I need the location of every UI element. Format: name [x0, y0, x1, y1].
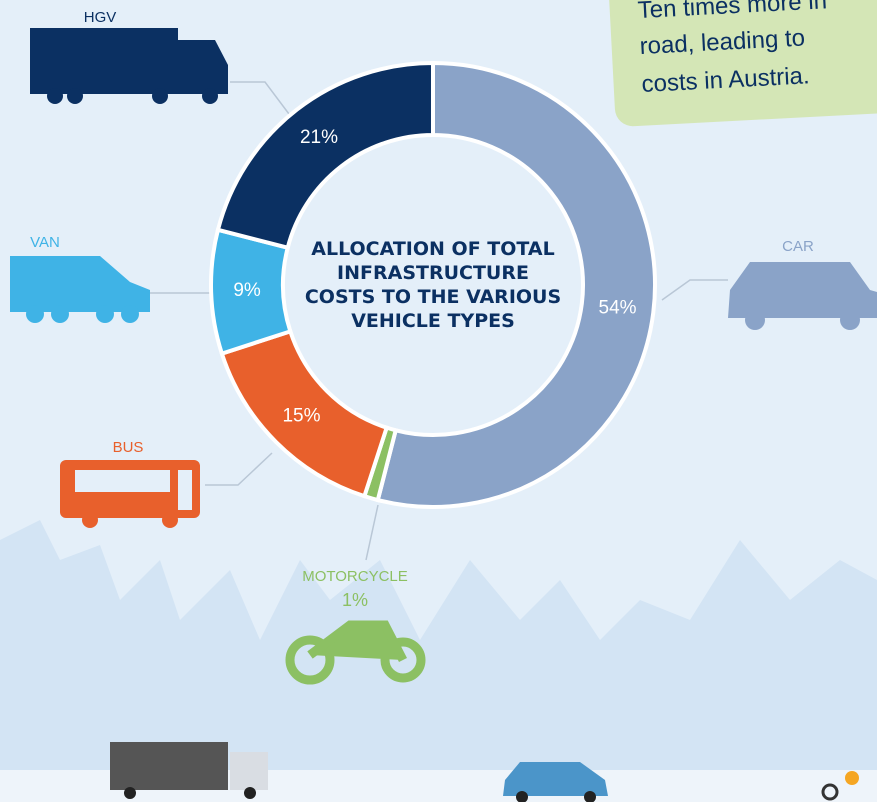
chart-title: ALLOCATION OF TOTAL INFRASTRUCTURE COSTS… — [303, 160, 563, 410]
category-label: VAN — [30, 234, 60, 251]
title-container: ALLOCATION OF TOTAL INFRASTRUCTURE COSTS… — [303, 160, 563, 410]
category-label: HGV — [84, 9, 117, 26]
category-label: BUS — [113, 439, 144, 456]
value-label: 1% — [342, 590, 368, 610]
category-label: CAR — [782, 238, 814, 255]
value-label: 15% — [282, 406, 320, 427]
category-label: MOTORCYCLE — [302, 568, 408, 585]
value-label: 9% — [233, 280, 261, 301]
value-label: 21% — [300, 127, 338, 148]
bus-icon — [60, 460, 200, 528]
infographic: Ten times more in road, leading to costs… — [0, 0, 877, 802]
callout: Ten times more in road, leading to costs… — [607, 0, 877, 127]
value-label: 54% — [599, 297, 637, 318]
